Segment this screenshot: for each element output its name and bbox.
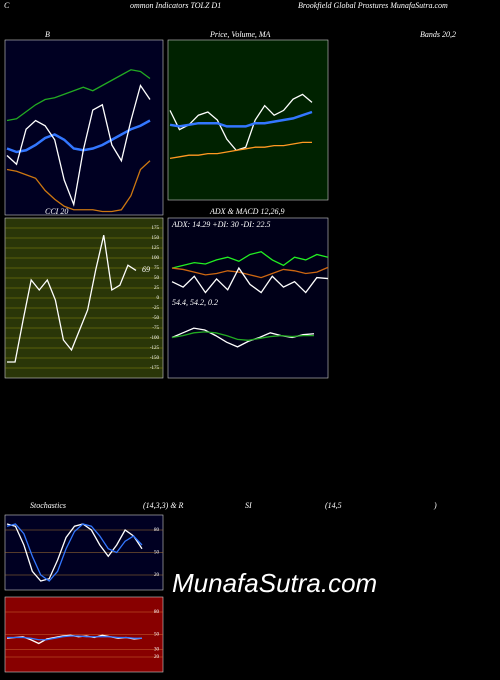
y-tick-label: 150 (152, 236, 160, 241)
series-line (6, 523, 143, 582)
panel-title: CCI 20 (45, 207, 68, 216)
series-line (6, 83, 151, 207)
y-tick-label: 20 (154, 655, 160, 660)
series-line (171, 331, 314, 341)
watermark: MunafaSutra.com (172, 568, 377, 598)
annotation: 54.4, 54.2, 0.2 (172, 298, 218, 307)
stoch-caption: ) (433, 501, 437, 510)
panel-title: ADX & MACD 12,26,9 (209, 207, 284, 216)
y-tick-label: 50 (154, 551, 160, 556)
series-line (171, 327, 315, 348)
y-tick-label: -75 (152, 326, 159, 331)
header-right: Brookfield Global Prostures MunafaSutra.… (298, 1, 448, 10)
series-line (171, 251, 329, 269)
series-line (171, 266, 329, 294)
header-title: ommon Indicators TOLZ D1 (130, 1, 221, 10)
stoch-caption: (14,5 (325, 501, 342, 510)
series-line (6, 69, 151, 122)
y-tick-label: 0 (157, 296, 160, 301)
y-tick-label: -175 (150, 366, 160, 371)
y-tick-label: 80 (154, 610, 160, 615)
y-tick-label: 25 (154, 286, 160, 291)
y-tick-label: -125 (150, 346, 160, 351)
series-line (169, 110, 313, 128)
series-line (169, 141, 312, 160)
y-tick-label: 125 (152, 246, 160, 251)
panel (167, 217, 329, 379)
y-tick-label: -50 (152, 316, 159, 321)
series-line (6, 160, 151, 213)
y-tick-label: 50 (154, 276, 160, 281)
panel-title: Price, Volume, MA (209, 30, 271, 39)
annotation: ADX: 14.29 +DI: 30 -DI: 22.5 (171, 220, 271, 229)
bands-label: Bands 20,2 (420, 30, 456, 39)
y-tick-label: 50 (154, 633, 160, 638)
value-label: 69 (142, 265, 150, 274)
y-tick-label: 80 (154, 528, 160, 533)
y-tick-label: 175 (152, 226, 160, 231)
series-line (7, 235, 137, 363)
y-tick-label: -25 (152, 306, 159, 311)
stoch-caption: Stochastics (30, 501, 66, 510)
panel (167, 39, 329, 201)
y-tick-label: -150 (150, 356, 160, 361)
series-line (7, 635, 142, 641)
stoch-caption: (14,3,3) & R (143, 501, 184, 510)
stoch-caption: SI (245, 501, 252, 510)
series-line (6, 119, 151, 154)
y-tick-label: -100 (150, 336, 160, 341)
series-line (6, 523, 143, 582)
y-tick-label: 30 (154, 648, 160, 653)
series-line (171, 266, 329, 279)
y-tick-label: 20 (154, 573, 160, 578)
series-line (169, 93, 313, 152)
y-tick-label: 75 (154, 266, 160, 271)
panel-title: B (45, 30, 50, 39)
y-tick-label: 100 (152, 256, 160, 261)
header-left: C (4, 1, 10, 10)
